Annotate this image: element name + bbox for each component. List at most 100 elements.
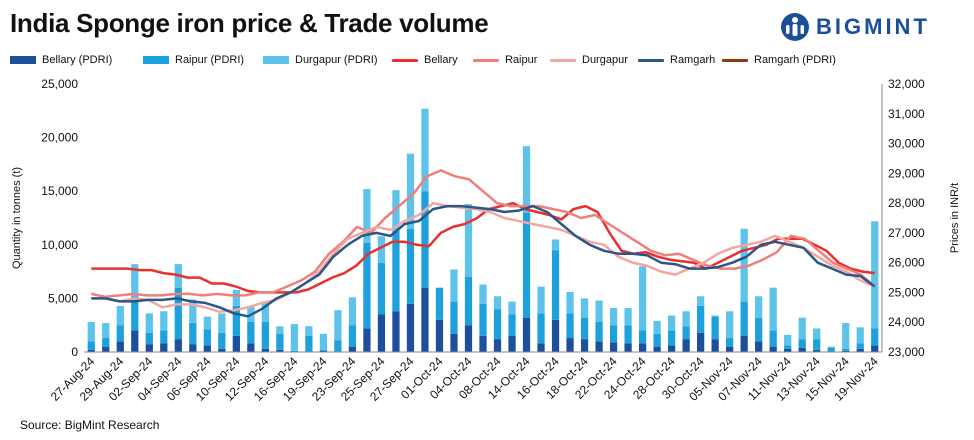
bar-durgapur-pdri (392, 190, 400, 231)
bar-raipur-pdri (218, 332, 226, 349)
bar-raipur-pdri (247, 321, 255, 344)
bar-bellary-pdri (755, 341, 763, 352)
bar-durgapur-pdri (798, 317, 806, 340)
bar-raipur-pdri (624, 325, 632, 344)
bar-durgapur-pdri (305, 326, 313, 336)
bar-raipur-pdri (740, 301, 748, 336)
bar-bellary-pdri (450, 333, 458, 352)
bar-bellary-pdri (522, 317, 531, 352)
y-tick-label: 25,000 (41, 77, 78, 91)
bar-raipur-pdri (189, 323, 197, 345)
bar-bellary-pdri (464, 325, 473, 352)
bar-durgapur-pdri (464, 204, 473, 277)
bar-raipur-pdri (769, 330, 777, 347)
bar-bellary-pdri (189, 344, 197, 352)
bar-raipur-pdri (827, 347, 835, 352)
bar-bellary-pdri (726, 346, 734, 352)
bar-raipur-pdri (595, 321, 603, 342)
source-note: Source: BigMint Research (20, 418, 160, 432)
bar-raipur-pdri (145, 332, 153, 345)
bar-raipur-pdri (102, 338, 110, 347)
bar-durgapur-pdri (653, 320, 661, 334)
bar-raipur-pdri (653, 333, 661, 347)
bar-bellary-pdri (609, 342, 618, 352)
bar-durgapur-pdri (827, 346, 835, 348)
bar-durgapur-pdri (711, 315, 719, 317)
bar-durgapur-pdri (406, 153, 415, 229)
line-bellary (91, 201, 875, 294)
bar-durgapur-pdri (537, 286, 545, 314)
bar-bellary-pdri (102, 346, 110, 352)
bar-raipur-pdri (406, 228, 415, 304)
bar-raipur-pdri (609, 325, 618, 343)
bar-raipur-pdri (813, 339, 821, 350)
legend-item-bellary: Bellary (392, 54, 458, 66)
legend-swatch (392, 58, 418, 62)
bar-bellary-pdri (871, 345, 879, 352)
bar-bellary-pdri (682, 339, 690, 352)
legend-item-durgapur: Durgapur (550, 54, 628, 66)
chart-title: India Sponge iron price & Trade volume (10, 8, 489, 38)
bar-bellary-pdri (261, 348, 269, 352)
bar-raipur-pdri (276, 333, 284, 350)
bar-bellary-pdri (421, 287, 429, 352)
brand-name: BIGMINT (816, 14, 930, 39)
legend-swatch (143, 56, 169, 64)
bar-bellary-pdri (508, 335, 516, 352)
y-tick-label: 20,000 (41, 131, 78, 145)
bar-durgapur-pdri (160, 311, 168, 331)
bar-durgapur-pdri (334, 310, 342, 341)
bar-durgapur-pdri (203, 316, 211, 330)
bar-raipur-pdri (493, 309, 502, 340)
bar-raipur-pdri (508, 314, 516, 336)
bar-durgapur-pdri (726, 311, 734, 339)
bar-bellary-pdri (537, 343, 545, 352)
legend-swatch (473, 58, 499, 62)
bar-raipur-pdri (377, 263, 386, 315)
y-tick-label: 5,000 (48, 291, 78, 305)
legend-label: Ramgarh (PDRI) (754, 54, 836, 66)
bar-raipur-pdri (334, 340, 342, 352)
bar-raipur-pdri (392, 230, 400, 312)
bar-raipur-pdri (203, 329, 211, 346)
bar-raipur-pdri (348, 325, 357, 347)
bar-raipur-pdri (232, 305, 240, 336)
bar-durgapur-pdri (508, 301, 516, 315)
bar-durgapur-pdri (609, 308, 618, 326)
line-raipur (91, 169, 876, 299)
bar-durgapur-pdri (740, 228, 748, 302)
y2-tick-label: 27,000 (888, 226, 925, 240)
bar-raipur-pdri (755, 317, 763, 342)
bar-durgapur-pdri (102, 323, 110, 339)
bar-raipur-pdri (319, 349, 328, 351)
bar-durgapur-pdri (624, 308, 632, 326)
y2-tick-label: 30,000 (888, 137, 925, 151)
bar-bellary-pdri (348, 346, 357, 352)
bar-raipur-pdri (842, 348, 850, 351)
bar-raipur-pdri (726, 338, 734, 347)
bar-bellary-pdri (479, 335, 487, 352)
y2-tick-label: 28,000 (888, 196, 925, 210)
y2-tick-label: 32,000 (888, 77, 925, 91)
bar-raipur-pdri (116, 325, 124, 342)
bar-durgapur-pdri (189, 299, 197, 324)
bar-durgapur-pdri (595, 300, 603, 322)
y-tick-label: 15,000 (41, 184, 78, 198)
bar-bellary-pdri (174, 339, 182, 352)
legend-label: Durgapur (582, 54, 628, 66)
bar-raipur-pdri (305, 335, 313, 352)
chart-legend: Bellary (PDRI) Raipur (PDRI) Durgapur (P… (10, 54, 970, 74)
bar-bellary-pdri (232, 335, 240, 352)
bar-bellary-pdri (856, 348, 864, 352)
bar-bellary-pdri (566, 338, 574, 352)
bar-durgapur-pdri (493, 296, 502, 310)
bar-durgapur-pdri (566, 291, 574, 314)
bar-durgapur-pdri (450, 269, 458, 302)
bar-durgapur-pdri (232, 289, 240, 306)
bar-bellary-pdri (319, 350, 328, 352)
legend-swatch (263, 56, 289, 64)
bar-raipur-pdri (697, 305, 705, 333)
bar-raipur-pdri (363, 242, 371, 329)
bar-raipur-pdri (435, 287, 444, 320)
